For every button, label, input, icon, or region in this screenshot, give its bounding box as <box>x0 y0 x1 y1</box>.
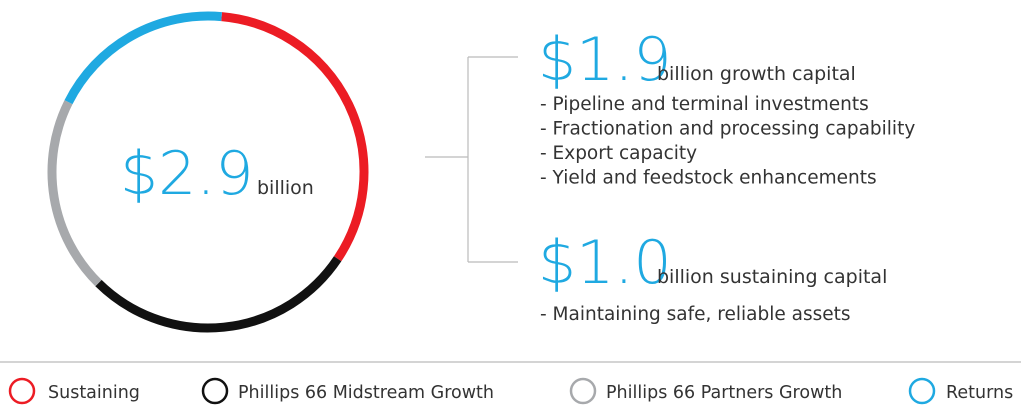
callout-label: billion sustaining capital <box>657 266 887 288</box>
donut-segment <box>47 100 102 287</box>
callout-label: billion growth capital <box>657 63 856 85</box>
callout-item: - Pipeline and terminal investments <box>540 94 869 115</box>
legend-label: Returns <box>946 383 1013 403</box>
legend-label: Phillips 66 Partners Growth <box>606 383 842 403</box>
legend-marker <box>8 377 36 405</box>
callout-item: - Yield and feedstock enhancements <box>540 168 877 189</box>
legend-marker <box>569 377 597 405</box>
legend-marker <box>908 377 936 405</box>
callout-amount: $1.0 <box>538 228 672 298</box>
bracket <box>425 56 518 263</box>
callout-item: - Maintaining safe, reliable assets <box>540 304 851 325</box>
donut-segment <box>95 256 342 333</box>
center-sublabel: billion <box>257 177 314 199</box>
legend-label: Sustaining <box>48 383 140 403</box>
donut-segment <box>64 11 222 105</box>
callout-amount: $1.9 <box>538 25 672 95</box>
callout-item: - Export capacity <box>540 143 697 164</box>
center-label: $2.9 <box>120 139 254 209</box>
legend-label: Phillips 66 Midstream Growth <box>238 383 494 403</box>
callout-item: - Fractionation and processing capabilit… <box>540 119 915 140</box>
legend-marker <box>201 377 229 405</box>
donut-segment <box>221 12 369 262</box>
